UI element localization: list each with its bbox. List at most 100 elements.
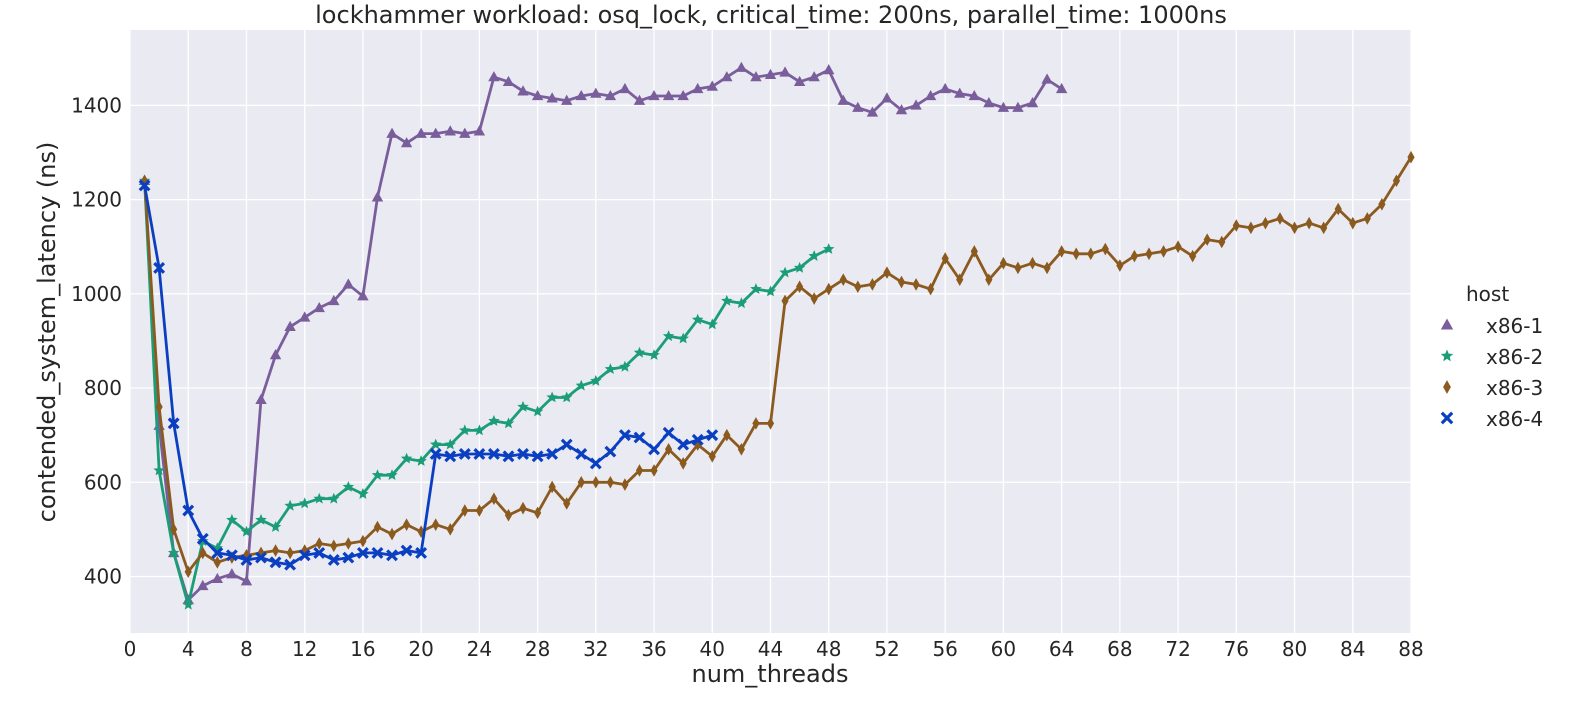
- data-point-x86-4: [298, 549, 311, 562]
- data-point-x86-4: [327, 554, 340, 566]
- data-point-x86-1: [837, 94, 849, 105]
- data-point-x86-3: [184, 565, 192, 579]
- data-point-x86-1: [255, 393, 267, 405]
- data-point-x86-1: [750, 71, 762, 82]
- data-point-x86-1: [502, 75, 515, 87]
- legend-marker-x86-4: [1440, 411, 1454, 425]
- data-point-x86-1: [590, 87, 602, 98]
- data-point-x86-1: [633, 94, 646, 105]
- data-point-x86-4: [648, 443, 660, 456]
- data-point-x86-3: [1043, 261, 1051, 275]
- data-point-x86-4: [211, 546, 224, 559]
- data-point-x86-1: [284, 320, 296, 331]
- data-point-x86-3: [490, 492, 498, 506]
- data-point-x86-2: [517, 400, 529, 412]
- data-point-x86-3: [301, 544, 309, 557]
- data-point-x86-2: [473, 424, 486, 436]
- data-point-x86-3: [1247, 221, 1255, 235]
- data-point-x86-3: [708, 450, 716, 463]
- data-point-x86-3: [344, 537, 352, 550]
- x-tick-label: 40: [700, 637, 725, 661]
- data-point-x86-3: [1363, 212, 1371, 225]
- legend-label: x86-3: [1486, 376, 1543, 400]
- x-tick-label: 64: [1049, 637, 1074, 661]
- data-point-x86-1: [531, 89, 544, 101]
- x-tick-label: 68: [1107, 637, 1132, 661]
- data-point-x86-1: [692, 82, 704, 94]
- data-point-x86-4: [415, 546, 428, 559]
- legend: host x86-1 x86-2 x86-3 x86-4: [1440, 282, 1543, 431]
- data-point-x86-4: [691, 433, 704, 446]
- data-point-x86-1: [764, 68, 777, 79]
- data-point-x86-1: [1041, 73, 1053, 84]
- data-point-x86-4: [153, 261, 166, 274]
- x-tick-label: 72: [1165, 637, 1190, 661]
- x-tick-label: 52: [874, 637, 899, 661]
- y-tick-label: 1400: [71, 93, 122, 117]
- data-point-x86-3: [1334, 202, 1342, 216]
- data-point-x86-2: [357, 488, 369, 499]
- data-point-x86-3: [781, 294, 789, 308]
- data-point-x86-1: [386, 127, 398, 138]
- data-point-x86-1: [298, 311, 311, 322]
- legend-label: x86-1: [1486, 314, 1543, 338]
- data-point-x86-3: [927, 282, 935, 296]
- series-x86-3: [140, 150, 1415, 579]
- data-point-x86-3: [388, 527, 396, 541]
- data-point-x86-1: [779, 66, 791, 77]
- x-tick-label: 32: [583, 637, 608, 661]
- legend-label: x86-4: [1486, 407, 1543, 431]
- y-tick-label: 400: [84, 564, 122, 588]
- data-point-x86-2: [619, 360, 631, 372]
- data-point-x86-4: [225, 549, 238, 562]
- data-point-x86-3: [1218, 235, 1226, 249]
- data-point-x86-3: [373, 520, 382, 534]
- data-point-x86-3: [1174, 240, 1182, 254]
- x-tick-label: 76: [1224, 637, 1249, 661]
- data-point-x86-2: [269, 521, 282, 532]
- data-point-x86-2: [706, 318, 718, 330]
- data-point-x86-3: [1014, 261, 1022, 275]
- series-line-x86-4: [143, 185, 713, 567]
- data-point-x86-1: [924, 89, 937, 101]
- data-point-x86-1: [997, 101, 1010, 112]
- data-point-x86-3: [1203, 233, 1211, 246]
- data-point-x86-4: [589, 457, 602, 470]
- data-point-x86-1: [211, 572, 224, 584]
- data-point-x86-3: [359, 534, 367, 548]
- data-point-x86-4: [517, 448, 529, 460]
- data-point-x86-2: [575, 379, 587, 391]
- legend-title: host: [1466, 282, 1509, 306]
- y-tick-label: 600: [84, 470, 122, 494]
- data-point-x86-4: [371, 546, 384, 559]
- data-point-x86-3: [868, 278, 876, 291]
- data-point-x86-4: [356, 546, 369, 559]
- data-point-x86-3: [432, 518, 440, 531]
- data-point-x86-2: [182, 598, 194, 610]
- data-point-x86-2: [633, 346, 646, 358]
- data-point-x86-3: [679, 457, 687, 470]
- data-point-x86-3: [533, 506, 542, 520]
- data-point-x86-4: [196, 532, 209, 545]
- data-point-x86-2: [793, 261, 806, 273]
- data-point-x86-2: [255, 513, 267, 525]
- data-point-x86-2: [444, 438, 456, 450]
- data-point-x86-3: [970, 245, 978, 258]
- data-point-x86-4: [677, 438, 690, 451]
- chart-title: lockhammer workload: osq_lock, critical_…: [315, 1, 1227, 29]
- data-point-x86-3: [1028, 256, 1037, 270]
- legend-marker-x86-3: [1443, 380, 1451, 394]
- data-point-x86-4: [284, 558, 297, 571]
- data-point-x86-4: [138, 179, 151, 192]
- data-point-x86-4: [604, 445, 617, 458]
- data-point-x86-3: [1130, 249, 1139, 263]
- x-tick-label: 28: [525, 637, 550, 661]
- data-point-x86-1: [444, 125, 456, 136]
- data-point-x86-3: [1087, 247, 1095, 261]
- data-point-x86-3: [897, 275, 906, 289]
- data-point-x86-3: [650, 464, 658, 477]
- data-point-x86-2: [386, 469, 398, 480]
- x-tick-label: 12: [292, 637, 317, 661]
- data-point-x86-4: [633, 431, 646, 444]
- data-point-x86-3: [999, 256, 1008, 270]
